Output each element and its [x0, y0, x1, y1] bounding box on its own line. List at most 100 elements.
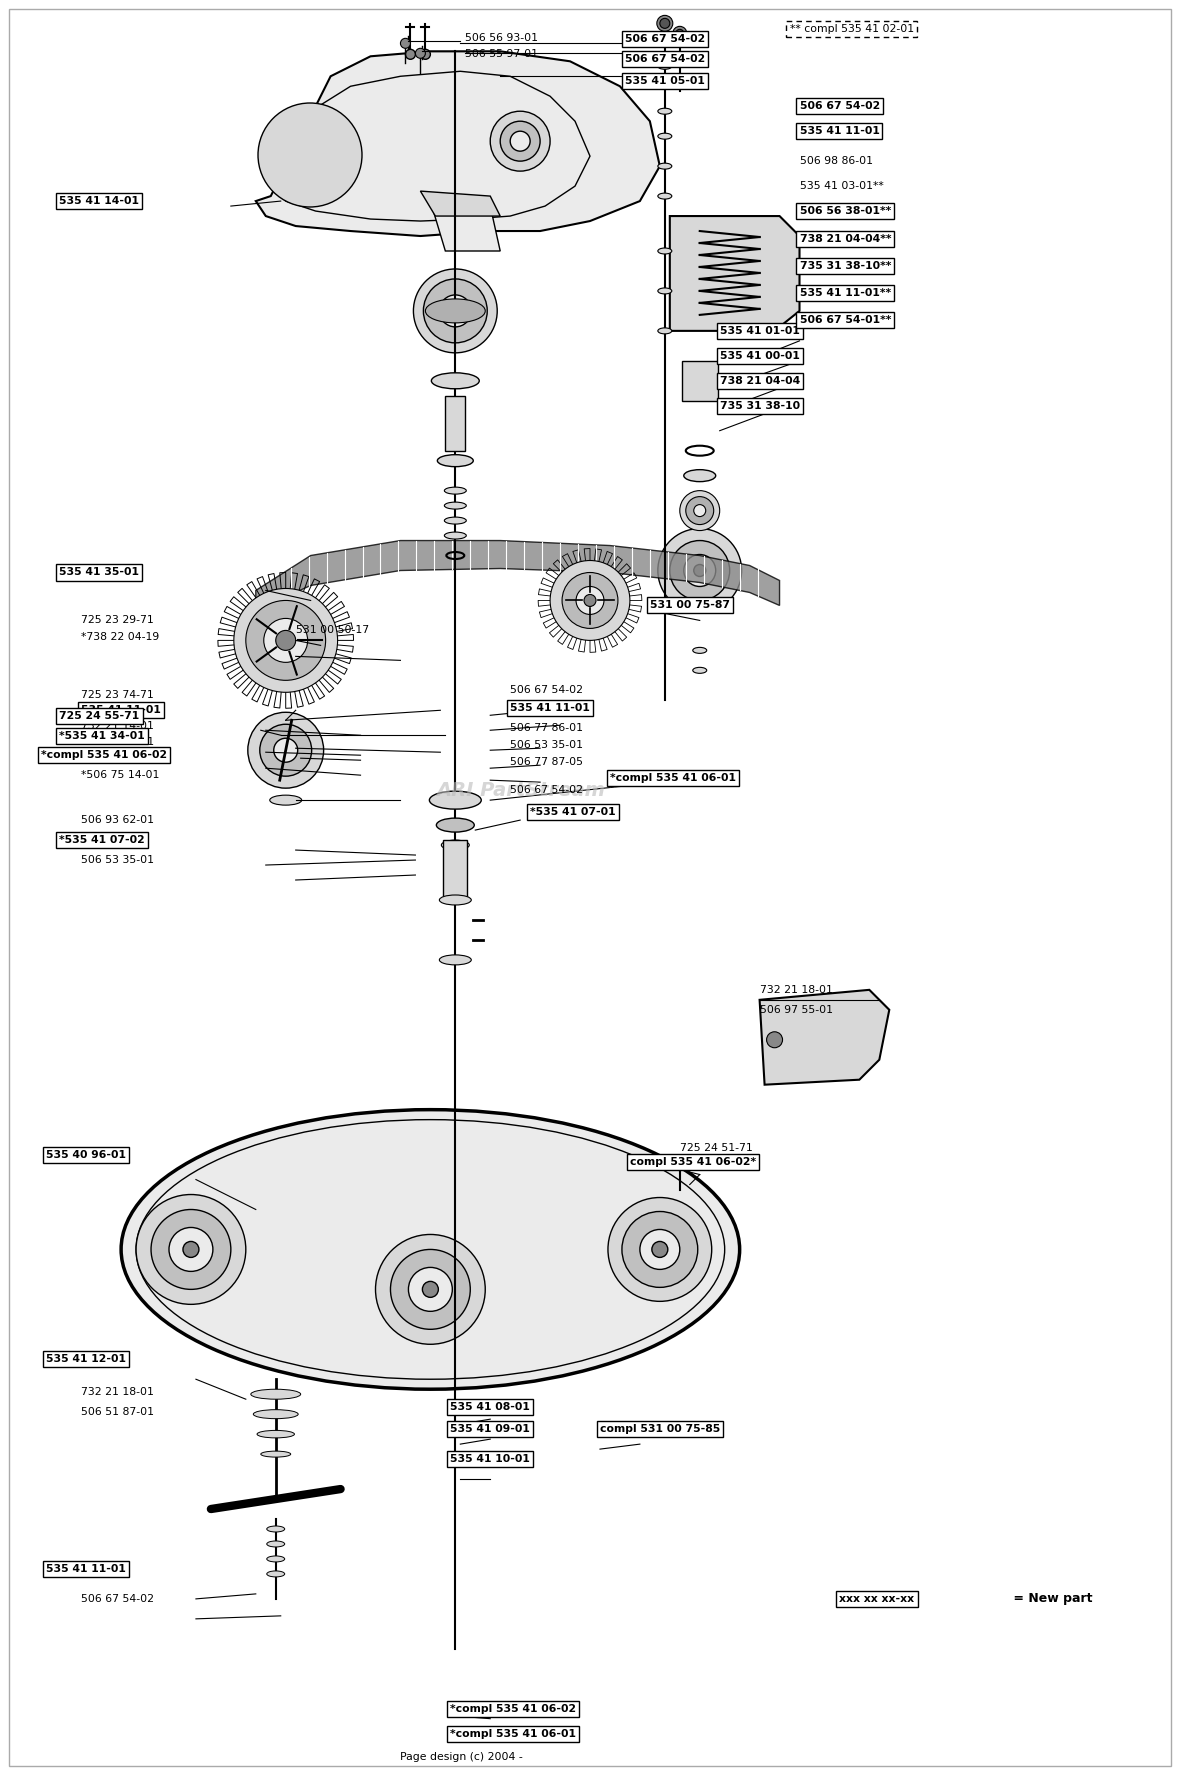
Circle shape [183, 1241, 199, 1257]
Text: 535 41 03-01**: 535 41 03-01** [800, 181, 884, 192]
Ellipse shape [267, 1541, 284, 1548]
Polygon shape [420, 192, 500, 217]
Circle shape [500, 121, 540, 162]
Ellipse shape [657, 64, 671, 69]
Polygon shape [281, 71, 590, 222]
Text: 531 00 50-17: 531 00 50-17 [296, 625, 369, 635]
Text: 531 00 75-87: 531 00 75-87 [650, 600, 730, 611]
Circle shape [274, 738, 297, 761]
Ellipse shape [657, 288, 671, 295]
Ellipse shape [254, 1409, 299, 1418]
Text: 725 23 74-71: 725 23 74-71 [81, 690, 153, 701]
Text: 535 41 11-01: 535 41 11-01 [81, 705, 162, 715]
Circle shape [391, 1250, 471, 1329]
Polygon shape [431, 201, 500, 250]
Text: 535 41 14-01: 535 41 14-01 [59, 195, 139, 206]
Text: 535 41 11-01**: 535 41 11-01** [800, 288, 891, 298]
Circle shape [422, 1282, 438, 1298]
Polygon shape [670, 217, 800, 330]
Ellipse shape [657, 39, 671, 44]
Text: Page design (c) 2004 -: Page design (c) 2004 - [400, 1752, 523, 1761]
Circle shape [608, 1198, 712, 1301]
Ellipse shape [432, 373, 479, 389]
Circle shape [490, 112, 550, 170]
Text: 725 24 55-71: 725 24 55-71 [59, 712, 139, 721]
Ellipse shape [122, 1109, 740, 1390]
Circle shape [400, 39, 411, 48]
Circle shape [670, 541, 729, 600]
Ellipse shape [437, 818, 474, 832]
Circle shape [694, 564, 706, 577]
Text: *535 41 07-02: *535 41 07-02 [59, 834, 145, 845]
Circle shape [136, 1195, 245, 1305]
Ellipse shape [257, 1431, 295, 1438]
Text: *738 22 04-19: *738 22 04-19 [81, 632, 159, 643]
Text: 506 55 97-01: 506 55 97-01 [465, 50, 538, 59]
Circle shape [151, 1209, 231, 1289]
Circle shape [302, 147, 317, 163]
Ellipse shape [445, 517, 466, 524]
Ellipse shape [267, 1526, 284, 1532]
Ellipse shape [693, 667, 707, 673]
Text: 506 53 35-01: 506 53 35-01 [510, 740, 583, 751]
Text: 506 67 54-01**: 506 67 54-01** [800, 314, 891, 325]
Text: 535 41 09-01: 535 41 09-01 [451, 1424, 530, 1434]
Ellipse shape [657, 193, 671, 199]
Text: 506 67 54-02: 506 67 54-02 [800, 101, 880, 112]
Text: 535 41 00-01: 535 41 00-01 [720, 351, 800, 360]
Text: 738 21 04-04**: 738 21 04-04** [800, 234, 891, 243]
Ellipse shape [657, 163, 671, 169]
Text: 535 41 08-01: 535 41 08-01 [451, 1402, 530, 1413]
Circle shape [424, 279, 487, 343]
Circle shape [406, 50, 415, 59]
Text: 732 21 18-01: 732 21 18-01 [81, 1388, 155, 1397]
Ellipse shape [657, 133, 671, 138]
Text: 535 41 05-01: 535 41 05-01 [625, 76, 704, 87]
Circle shape [415, 48, 425, 59]
Circle shape [420, 50, 431, 59]
Text: 535 41 11-01: 535 41 11-01 [800, 126, 879, 137]
Text: 506 77 86-01: 506 77 86-01 [510, 722, 583, 733]
Text: 506 67 54-02: 506 67 54-02 [81, 1594, 155, 1605]
Text: 732 21 14-01: 732 21 14-01 [81, 721, 155, 731]
Text: *compl 535 41 06-02: *compl 535 41 06-02 [41, 751, 168, 760]
Circle shape [674, 1159, 686, 1170]
Circle shape [576, 586, 604, 614]
Ellipse shape [657, 83, 671, 89]
Text: 535 40 96-01: 535 40 96-01 [46, 1150, 126, 1159]
Polygon shape [256, 51, 660, 236]
Text: 732 21 18-01: 732 21 18-01 [760, 985, 832, 994]
Circle shape [290, 135, 330, 176]
Ellipse shape [267, 1557, 284, 1562]
Ellipse shape [438, 454, 473, 467]
Text: 535 41 10-01: 535 41 10-01 [451, 1454, 530, 1464]
Circle shape [622, 1212, 697, 1287]
Text: *compl 535 41 06-02: *compl 535 41 06-02 [451, 1704, 577, 1713]
Text: 506 67 54-02: 506 67 54-02 [510, 785, 583, 795]
Text: 535 41 35-01: 535 41 35-01 [59, 568, 139, 577]
Text: 506 56 38-01**: 506 56 38-01** [800, 206, 891, 217]
Circle shape [264, 618, 308, 662]
Ellipse shape [445, 532, 466, 540]
Text: *535 41 07-01: *535 41 07-01 [530, 808, 616, 816]
Ellipse shape [445, 502, 466, 509]
Ellipse shape [439, 955, 471, 966]
FancyBboxPatch shape [444, 840, 467, 900]
FancyBboxPatch shape [682, 360, 717, 401]
Text: 735 31 38-10**: 735 31 38-10** [800, 261, 891, 272]
Circle shape [680, 490, 720, 531]
Text: 506 67 54-02: 506 67 54-02 [625, 55, 706, 64]
Text: 535 41 01-01: 535 41 01-01 [720, 327, 800, 335]
Text: 535 41 11-01: 535 41 11-01 [510, 703, 590, 714]
Text: 506 67 54-02: 506 67 54-02 [510, 685, 583, 696]
Circle shape [673, 27, 687, 41]
Ellipse shape [261, 1452, 290, 1457]
Text: 506 93 62-01: 506 93 62-01 [81, 815, 155, 825]
Text: 535 41 12-01: 535 41 12-01 [46, 1354, 126, 1365]
Text: compl 535 41 06-02*: compl 535 41 06-02* [630, 1157, 756, 1166]
Circle shape [439, 295, 471, 327]
Ellipse shape [657, 108, 671, 114]
Ellipse shape [267, 1571, 284, 1576]
Text: 738 21 04-04: 738 21 04-04 [720, 376, 800, 385]
Circle shape [683, 554, 716, 586]
